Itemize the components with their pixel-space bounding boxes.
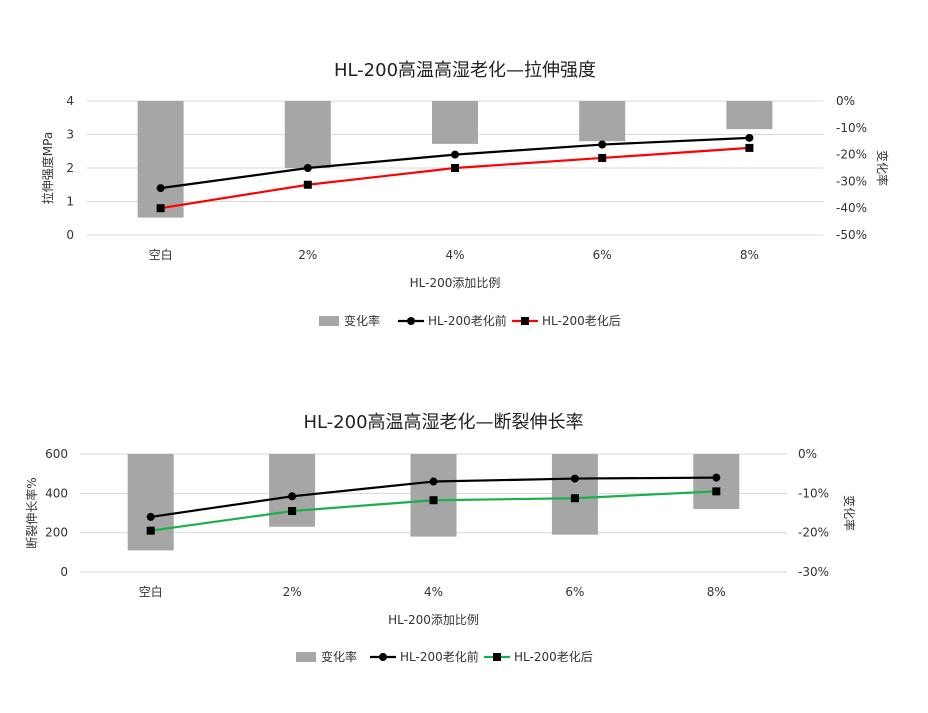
chart1-legend-marker-1	[407, 317, 415, 325]
chart1-point-series-2	[156, 204, 165, 213]
chart1-y2-axis-title: 变化率	[875, 150, 890, 186]
chart2-legend-label-line-1: HL-200老化前	[400, 649, 479, 664]
chart2-legend-label-line-2: HL-200老化后	[514, 650, 593, 664]
chart1-y-axis-title: 拉伸强度MPa	[40, 132, 55, 204]
chart1-y2-tick-label: -20%	[836, 148, 867, 162]
chart1-legend-marker-2	[521, 317, 529, 325]
chart1-bar	[284, 101, 331, 168]
chart2-title: HL-200高温高湿老化—断裂伸长率	[303, 412, 583, 433]
chart1-x-axis-title: HL-200添加比例	[410, 276, 501, 290]
chart2-y-tick-label: 600	[45, 447, 68, 461]
chart2-x-axis-title: HL-200添加比例	[388, 613, 479, 627]
chart2-point-series-1	[429, 477, 438, 486]
chart2-y2-tick-label: -10%	[798, 486, 829, 500]
chart1-x-tick-label: 空白	[149, 247, 173, 262]
chart2-y2-tick-label: -30%	[798, 565, 829, 579]
chart1-point-series-2	[745, 143, 754, 152]
chart2-x-tick-label: 8%	[707, 585, 726, 599]
chart1-y2-tick-label: -10%	[836, 121, 867, 135]
chart1-point-series-1	[303, 164, 312, 172]
chart1-y-tick-label: 2	[66, 161, 74, 175]
chart2-point-series-1	[570, 474, 579, 483]
chart1-x-tick-label: 6%	[593, 248, 612, 262]
chart2-point-series-2	[288, 507, 297, 516]
chart1-point-series-1	[156, 184, 165, 193]
chart2-legend-marker-1	[379, 653, 387, 661]
chart1-legend-swatch-bar	[319, 316, 339, 326]
chart2-point-series-1	[712, 473, 721, 482]
chart1-x-tick-label: 4%	[445, 248, 464, 262]
chart2-x-tick-label: 4%	[424, 585, 443, 599]
chart2-x-tick-label: 2%	[283, 585, 302, 599]
chart2-legend-label-bar: 变化率	[321, 649, 357, 664]
chart2-y-axis-title: 断裂伸长率%	[24, 477, 39, 548]
chart1-bar	[137, 101, 184, 218]
chart1-bar	[432, 101, 478, 144]
chart1-y2-tick-label: -40%	[836, 201, 867, 215]
chart2-y2-tick-label: 0%	[798, 447, 817, 461]
chart2-y-tick-label: 200	[45, 526, 68, 540]
chart2-y2-axis-title: 变化率	[842, 495, 857, 531]
chart1-bar	[726, 101, 773, 130]
chart2-x-tick-label: 6%	[565, 585, 584, 599]
chart1-point-series-2	[451, 164, 459, 172]
chart2-bar	[410, 454, 457, 537]
chart2-bar	[127, 454, 174, 551]
chart1-line-series-1	[160, 136, 750, 190]
chart1-point-series-1	[745, 133, 754, 142]
chart2-legend-swatch-bar	[296, 652, 316, 662]
chart1-point-series-1	[451, 150, 459, 159]
chart2-point-series-2	[429, 496, 438, 505]
chart1-y-tick-label: 0	[66, 228, 74, 242]
chart2-y-tick-label: 400	[45, 486, 68, 500]
chart1-x-tick-label: 8%	[740, 248, 759, 262]
chart1-y2-tick-label: -50%	[836, 228, 867, 242]
chart1-point-series-2	[598, 153, 607, 162]
chart1-y-tick-label: 1	[66, 195, 74, 209]
chart2-point-series-1	[288, 492, 297, 501]
chart1-legend-label-line-2: HL-200老化后	[542, 314, 621, 328]
chart2-y-tick-label: 0	[60, 565, 68, 579]
chart2-legend-marker-2	[493, 653, 501, 661]
chart1-y2-tick-label: 0%	[836, 94, 855, 108]
chart1-point-series-2	[303, 180, 312, 189]
chart2-point-series-2	[146, 526, 155, 535]
chart2-point-series-2	[570, 494, 579, 503]
chart2-y2-tick-label: -20%	[798, 526, 829, 540]
chart2-bar	[269, 454, 316, 527]
chart2-point-series-1	[146, 512, 155, 521]
chart1-y-tick-label: 4	[66, 94, 74, 108]
chart1-title: HL-200高温高湿老化—拉伸强度	[334, 60, 596, 81]
chart1-bar	[579, 101, 626, 142]
chart1-point-series-1	[598, 140, 607, 149]
chart1-x-tick-label: 2%	[298, 248, 317, 262]
chart2-x-tick-label: 空白	[139, 584, 163, 599]
chart1-legend-label-line-1: HL-200老化前	[428, 313, 507, 328]
chart2-point-series-2	[712, 487, 721, 496]
chart1-y-tick-label: 3	[66, 128, 74, 142]
chart1-legend-label-bar: 变化率	[344, 313, 380, 328]
chart1-y2-tick-label: -30%	[836, 174, 867, 188]
